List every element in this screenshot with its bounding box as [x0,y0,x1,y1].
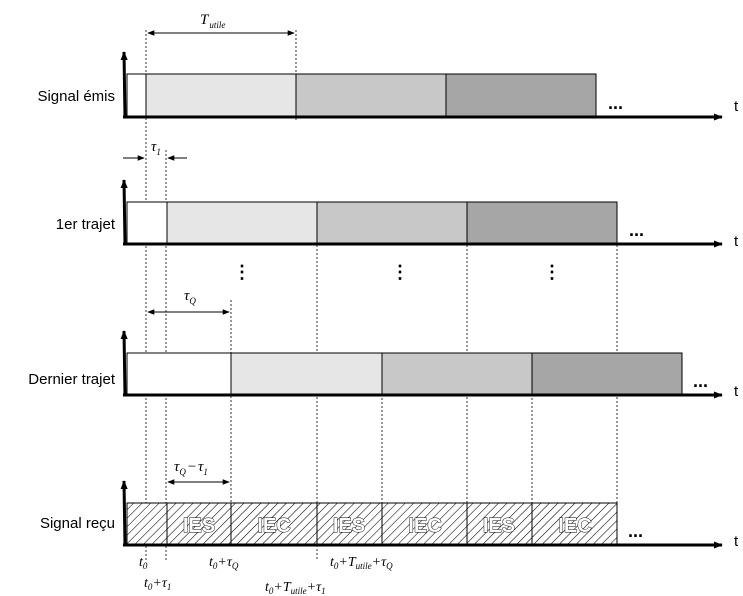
row-label-dernier-trajet: Dernier trajet [28,371,116,388]
symbol-block-1 [166,201,318,245]
axis-t-2: t [734,233,739,250]
label-t0-plus-tutile-plus-tauq: t0+Tutile+τQ [330,555,393,571]
segment-iec-2: IEC [408,515,441,537]
segment-ies-3: IES [483,515,515,537]
label-t0-plus-tauq: t0+τQ [209,555,239,571]
tau1-label: τ1 [151,139,161,157]
y-axis-3 [120,330,128,397]
vertical-dots-2: ⋮ [391,262,409,282]
time-labels: t0 t0+τ1 t0+τQ t0+Tutile+τQ t0+Tutile+τ1 [139,555,393,596]
symbol-block-3 [466,201,618,245]
label-t0-plus-tutile-plus-tau1: t0+Tutile+τ1 [265,580,326,596]
vertical-dots-3: ⋮ [543,262,561,282]
axis-t-3: t [734,383,739,400]
tutile-annotation: Tutile [147,12,295,36]
segment-iec-3: IEC [558,515,591,537]
symbol-block-1 [145,73,297,117]
row-label-signal-recu: Signal reçu [40,515,115,532]
tauq-annotation: τQ [147,288,230,315]
row-signal-recu: IES IEC IES IEC IES IEC ... t [120,480,739,550]
segment-ies-1: IES [183,515,215,537]
symbol-block-1 [230,352,383,396]
vertical-dots-1: ⋮ [233,262,251,282]
label-t0-plus-tau1: t0+τ1 [144,576,171,592]
segment-ies-2: IES [333,515,365,537]
tauq-minus-tau1-annotation: τQ−τ1 [167,459,230,485]
ellipsis-2: ... [629,220,644,240]
axis-t-1: t [734,98,739,115]
y-axis-2 [120,179,128,246]
ellipsis-1: ... [608,93,623,113]
ellipsis-4: ... [628,521,643,541]
row-label-1er-trajet: 1er trajet [56,216,116,233]
symbol-block-2 [381,352,533,396]
tau1-annotation: τ1 [123,139,187,161]
ellipsis-3: ... [693,371,708,391]
row-dernier-trajet: ... t [120,330,739,400]
row-label-signal-emis: Signal émis [37,88,115,105]
tutile-label: Tutile [200,12,225,30]
block-leadin [126,352,232,396]
label-t0: t0 [139,555,148,571]
symbol-block-2 [295,73,447,117]
symbol-block-3 [445,73,597,117]
y-axis-4 [120,480,128,547]
vertical-ellipsis-group: ⋮ ⋮ ⋮ [233,262,561,282]
block-leadin [126,73,147,117]
tauq-label: τQ [184,288,196,306]
block-leadin [126,201,168,245]
row-1er-trajet: ... t [120,179,739,250]
tauq-minus-tau1-label: τQ−τ1 [174,459,208,477]
row-signal-emis: ... t [120,51,739,121]
axis-t-4: t [734,533,739,550]
symbol-block-2 [316,201,468,245]
y-axis-1 [120,51,128,119]
segment-iec-1: IEC [257,515,290,537]
symbol-block-3 [531,352,683,396]
